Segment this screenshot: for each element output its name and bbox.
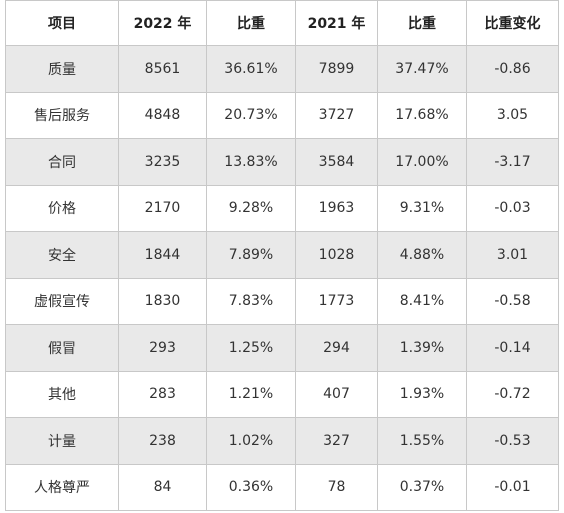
cell-share-change: -0.58 <box>466 277 559 325</box>
cell-2021-share: 1.93% <box>377 370 467 418</box>
cell-2022-share: 1.02% <box>206 417 296 465</box>
cell-category: 其他 <box>5 370 119 418</box>
cell-2022-count: 1844 <box>118 231 207 279</box>
cell-2022-share: 9.28% <box>206 184 296 232</box>
table-container: 项目 2022 年 比重 2021 年 比重 比重变化 质量 8561 36.61%… <box>5 0 559 511</box>
table-row: 其他 283 1.21% 407 1.93% -0.72 <box>5 370 559 418</box>
cell-2021-share: 37.47% <box>377 45 467 93</box>
cell-category: 安全 <box>5 231 119 279</box>
cell-2021-count: 1773 <box>295 277 378 325</box>
cell-2021-count: 294 <box>295 324 378 372</box>
cell-share-change: -0.14 <box>466 324 559 372</box>
header-2022-share: 比重 <box>206 0 296 46</box>
cell-category: 计量 <box>5 417 119 465</box>
cell-2021-count: 3727 <box>295 91 378 139</box>
cell-2021-count: 3584 <box>295 138 378 186</box>
cell-category: 售后服务 <box>5 91 119 139</box>
cell-category: 假冒 <box>5 324 119 372</box>
table-row: 虚假宣传 1830 7.83% 1773 8.41% -0.58 <box>5 277 559 325</box>
header-share-change: 比重变化 <box>466 0 559 46</box>
table-row: 质量 8561 36.61% 7899 37.47% -0.86 <box>5 45 559 93</box>
cell-2022-share: 36.61% <box>206 45 296 93</box>
cell-2022-count: 84 <box>118 463 207 511</box>
cell-category: 人格尊严 <box>5 463 119 511</box>
cell-2022-share: 13.83% <box>206 138 296 186</box>
cell-2021-count: 407 <box>295 370 378 418</box>
cell-2021-share: 8.41% <box>377 277 467 325</box>
cell-2022-count: 283 <box>118 370 207 418</box>
cell-2022-share: 7.83% <box>206 277 296 325</box>
cell-2022-count: 3235 <box>118 138 207 186</box>
table-row: 安全 1844 7.89% 1028 4.88% 3.01 <box>5 231 559 279</box>
cell-2022-count: 2170 <box>118 184 207 232</box>
cell-2021-count: 1028 <box>295 231 378 279</box>
cell-category: 虚假宣传 <box>5 277 119 325</box>
cell-2022-share: 0.36% <box>206 463 296 511</box>
table-row: 人格尊严 84 0.36% 78 0.37% -0.01 <box>5 463 559 511</box>
cell-2021-share: 9.31% <box>377 184 467 232</box>
table-row: 计量 238 1.02% 327 1.55% -0.53 <box>5 417 559 465</box>
cell-share-change: 3.01 <box>466 231 559 279</box>
cell-2022-count: 293 <box>118 324 207 372</box>
cell-share-change: -0.53 <box>466 417 559 465</box>
header-2021-count: 2021 年 <box>295 0 378 46</box>
cell-2022-share: 7.89% <box>206 231 296 279</box>
cell-share-change: 3.05 <box>466 91 559 139</box>
cell-2021-share: 1.55% <box>377 417 467 465</box>
cell-2021-count: 327 <box>295 417 378 465</box>
cell-2022-count: 1830 <box>118 277 207 325</box>
cell-2021-count: 78 <box>295 463 378 511</box>
cell-2021-count: 7899 <box>295 45 378 93</box>
table-row: 售后服务 4848 20.73% 3727 17.68% 3.05 <box>5 91 559 139</box>
table-row: 价格 2170 9.28% 1963 9.31% -0.03 <box>5 184 559 232</box>
cell-2022-count: 238 <box>118 417 207 465</box>
table-row: 假冒 293 1.25% 294 1.39% -0.14 <box>5 324 559 372</box>
cell-2021-count: 1963 <box>295 184 378 232</box>
cell-2021-share: 1.39% <box>377 324 467 372</box>
cell-2021-share: 4.88% <box>377 231 467 279</box>
cell-share-change: -0.03 <box>466 184 559 232</box>
cell-2021-share: 0.37% <box>377 463 467 511</box>
complaint-category-table: 项目 2022 年 比重 2021 年 比重 比重变化 质量 8561 36.61%… <box>5 0 559 511</box>
cell-2022-share: 20.73% <box>206 91 296 139</box>
cell-2022-share: 1.21% <box>206 370 296 418</box>
cell-share-change: -3.17 <box>466 138 559 186</box>
cell-category: 质量 <box>5 45 119 93</box>
table-row: 合同 3235 13.83% 3584 17.00% -3.17 <box>5 138 559 186</box>
cell-share-change: -0.86 <box>466 45 559 93</box>
table-header-row: 项目 2022 年 比重 2021 年 比重 比重变化 <box>5 0 559 46</box>
cell-category: 价格 <box>5 184 119 232</box>
cell-2022-share: 1.25% <box>206 324 296 372</box>
cell-2021-share: 17.00% <box>377 138 467 186</box>
header-2022-count: 2022 年 <box>118 0 207 46</box>
cell-2022-count: 8561 <box>118 45 207 93</box>
cell-share-change: -0.01 <box>466 463 559 511</box>
cell-2022-count: 4848 <box>118 91 207 139</box>
header-category: 项目 <box>5 0 119 46</box>
cell-2021-share: 17.68% <box>377 91 467 139</box>
header-2021-share: 比重 <box>377 0 467 46</box>
cell-share-change: -0.72 <box>466 370 559 418</box>
cell-category: 合同 <box>5 138 119 186</box>
